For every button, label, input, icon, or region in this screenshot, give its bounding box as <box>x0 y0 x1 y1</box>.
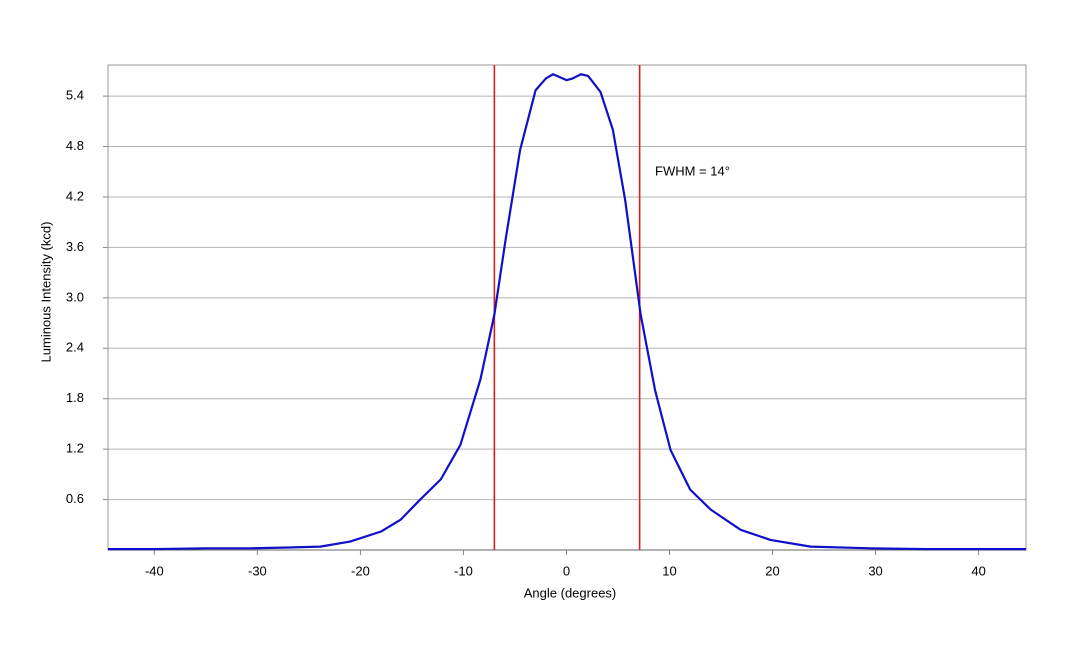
y-tick-label: 4.2 <box>66 188 84 203</box>
y-tick-label: 5.4 <box>66 88 84 103</box>
annotation: FWHM = 14° <box>655 163 730 178</box>
x-tick-label: 20 <box>765 563 779 578</box>
x-tick-label: 40 <box>971 563 985 578</box>
y-tick-label: 4.8 <box>66 138 84 153</box>
y-tick-label: 2.4 <box>66 340 84 355</box>
y-tick-label: 3.0 <box>66 289 84 304</box>
y-tick-label: 0.6 <box>66 491 84 506</box>
y-axis-label: Luminous Intensity (kcd) <box>38 222 53 363</box>
x-tick-label: 10 <box>662 563 676 578</box>
x-tick-label: 30 <box>868 563 882 578</box>
x-tick-label: -20 <box>351 563 370 578</box>
intensity-curve <box>108 73 1026 551</box>
x-tick-label: -10 <box>454 563 473 578</box>
x-tick-label: -30 <box>248 563 267 578</box>
y-tick-label: 1.2 <box>66 441 84 456</box>
y-tick-label: 1.8 <box>66 390 84 405</box>
x-tick-label: 0 <box>563 563 570 578</box>
x-axis-label: Angle (degrees) <box>524 585 617 600</box>
x-tick-label: -40 <box>145 563 164 578</box>
y-tick-label: 3.6 <box>66 239 84 254</box>
